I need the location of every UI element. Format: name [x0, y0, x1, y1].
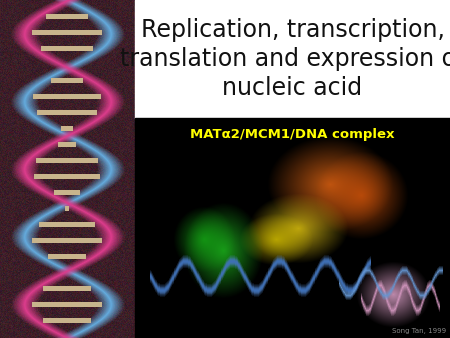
Bar: [135, 118, 450, 338]
Text: Replication, transcription,
translation and expression of
nucleic acid: Replication, transcription, translation …: [120, 18, 450, 100]
Text: MATα2/MCM1/DNA complex: MATα2/MCM1/DNA complex: [190, 128, 395, 141]
Bar: [135, 0, 450, 118]
Text: Song Tan, 1999: Song Tan, 1999: [392, 328, 446, 334]
